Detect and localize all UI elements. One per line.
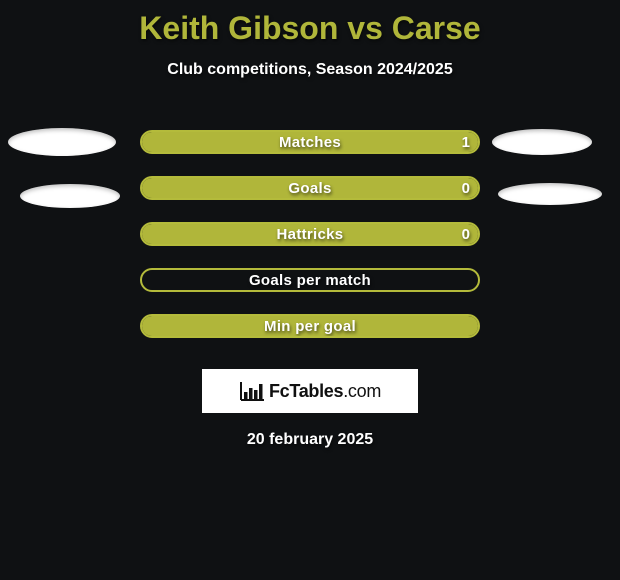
logo-text: FcTables.com [269, 381, 381, 402]
stat-row: Matches 1 [0, 119, 620, 165]
stat-row: Goals 0 [0, 165, 620, 211]
stat-label: Goals per match [249, 272, 371, 289]
subtitle: Club competitions, Season 2024/2025 [0, 61, 620, 79]
stat-label: Hattricks [277, 226, 344, 243]
stat-bar: Min per goal [140, 314, 480, 338]
decorative-ellipse [498, 183, 602, 205]
stat-bar: Goals per match [140, 268, 480, 292]
stat-bar: Goals 0 [140, 176, 480, 200]
stat-row: Goals per match [0, 257, 620, 303]
date-line: 20 february 2025 [0, 431, 620, 449]
decorative-ellipse [8, 128, 116, 156]
decorative-ellipse [492, 129, 592, 155]
stat-value: 0 [462, 180, 470, 197]
bar-chart-icon [239, 380, 265, 402]
stat-bar: Matches 1 [140, 130, 480, 154]
logo-box: FcTables.com [202, 369, 418, 413]
stat-value: 0 [462, 226, 470, 243]
comparison-card: Keith Gibson vs Carse Club competitions,… [0, 0, 620, 580]
stat-bar: Hattricks 0 [140, 222, 480, 246]
stat-row: Min per goal [0, 303, 620, 349]
stat-label: Goals [288, 180, 331, 197]
stat-row: Hattricks 0 [0, 211, 620, 257]
stats-area: Matches 1 Goals 0 Hattricks 0 Goals per match M… [0, 119, 620, 349]
decorative-ellipse [20, 184, 120, 208]
page-title: Keith Gibson vs Carse [0, 0, 620, 47]
stat-value: 1 [462, 134, 470, 151]
stat-label: Matches [279, 134, 341, 151]
logo: FcTables.com [239, 380, 381, 402]
stat-label: Min per goal [264, 318, 356, 335]
